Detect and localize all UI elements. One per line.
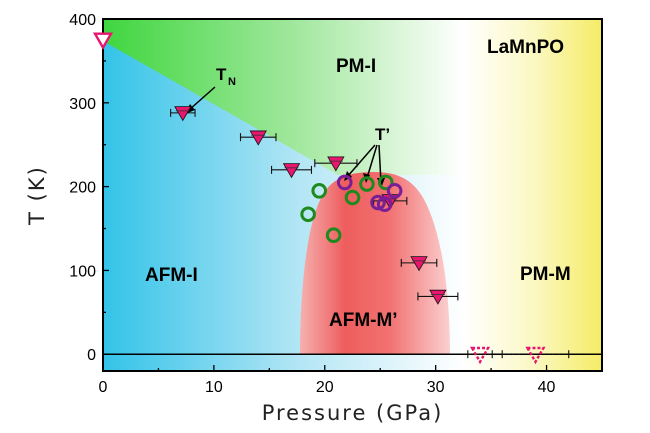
plot-frame bbox=[102, 18, 603, 372]
tn-annotation-subscript: N bbox=[228, 76, 236, 88]
y-axis-title: T (K) bbox=[25, 165, 49, 226]
tn-arrow bbox=[188, 86, 216, 111]
y-tick-label: 100 bbox=[69, 263, 96, 280]
x-tick-label: 0 bbox=[99, 379, 108, 396]
tn-triangle-marker bbox=[282, 163, 301, 179]
open-circle-marker bbox=[300, 206, 316, 223]
pm-m-label: PM-M bbox=[520, 264, 571, 285]
x-axis-title: Pressure (GPa) bbox=[262, 401, 444, 425]
t-prime-arrow-1 bbox=[346, 144, 376, 178]
tn-triangle-marker bbox=[410, 256, 428, 272]
t-prime-arrow-2 bbox=[366, 144, 378, 179]
data-points bbox=[92, 32, 570, 365]
annotations: T N T’ bbox=[185, 65, 390, 188]
afm-m-prime-label: AFM-M’ bbox=[329, 310, 398, 331]
y-tick-label: 200 bbox=[69, 180, 96, 197]
tn-triangle-marker bbox=[174, 106, 192, 122]
open-circle-marker bbox=[359, 176, 375, 192]
x-tick-label: 40 bbox=[538, 379, 556, 396]
phase-regions bbox=[103, 19, 602, 371]
afm-i-label: AFM-I bbox=[145, 265, 198, 286]
tn-triangle-marker bbox=[249, 130, 267, 146]
pm-m-region bbox=[463, 19, 602, 371]
open-circle-marker bbox=[344, 189, 361, 206]
x-tick-label: 20 bbox=[316, 379, 334, 396]
open-circle-marker bbox=[336, 174, 353, 191]
tn-triangle-marker bbox=[327, 156, 345, 172]
open-triangle-marker bbox=[469, 346, 491, 365]
pm-i-region bbox=[103, 19, 463, 175]
open-circle-marker bbox=[386, 183, 403, 199]
pm-i-label: PM-I bbox=[336, 56, 376, 77]
x-tick-label: 10 bbox=[205, 379, 223, 396]
y-tick-label: 300 bbox=[69, 96, 96, 113]
sample-label: LaMnPO bbox=[487, 37, 564, 58]
open-circle-marker bbox=[376, 196, 393, 213]
t-prime-annotation: T’ bbox=[375, 125, 390, 144]
afm-m-prime-region bbox=[300, 172, 450, 354]
open-circle-marker bbox=[325, 227, 342, 244]
tn-triangle-marker bbox=[429, 289, 447, 305]
x-tick-label: 30 bbox=[427, 379, 445, 396]
open-circle-marker bbox=[311, 183, 328, 199]
open-circle-marker bbox=[370, 194, 386, 211]
y-tick-label: 400 bbox=[69, 12, 96, 29]
tn-annotation: T bbox=[216, 65, 227, 84]
open-triangle-marker bbox=[92, 32, 114, 50]
y-tick-label: 0 bbox=[87, 347, 96, 364]
open-triangle-marker bbox=[525, 346, 546, 365]
region-labels: PM-I AFM-I PM-M AFM-M’ LaMnPO bbox=[145, 37, 571, 331]
open-circle-marker bbox=[377, 174, 394, 191]
